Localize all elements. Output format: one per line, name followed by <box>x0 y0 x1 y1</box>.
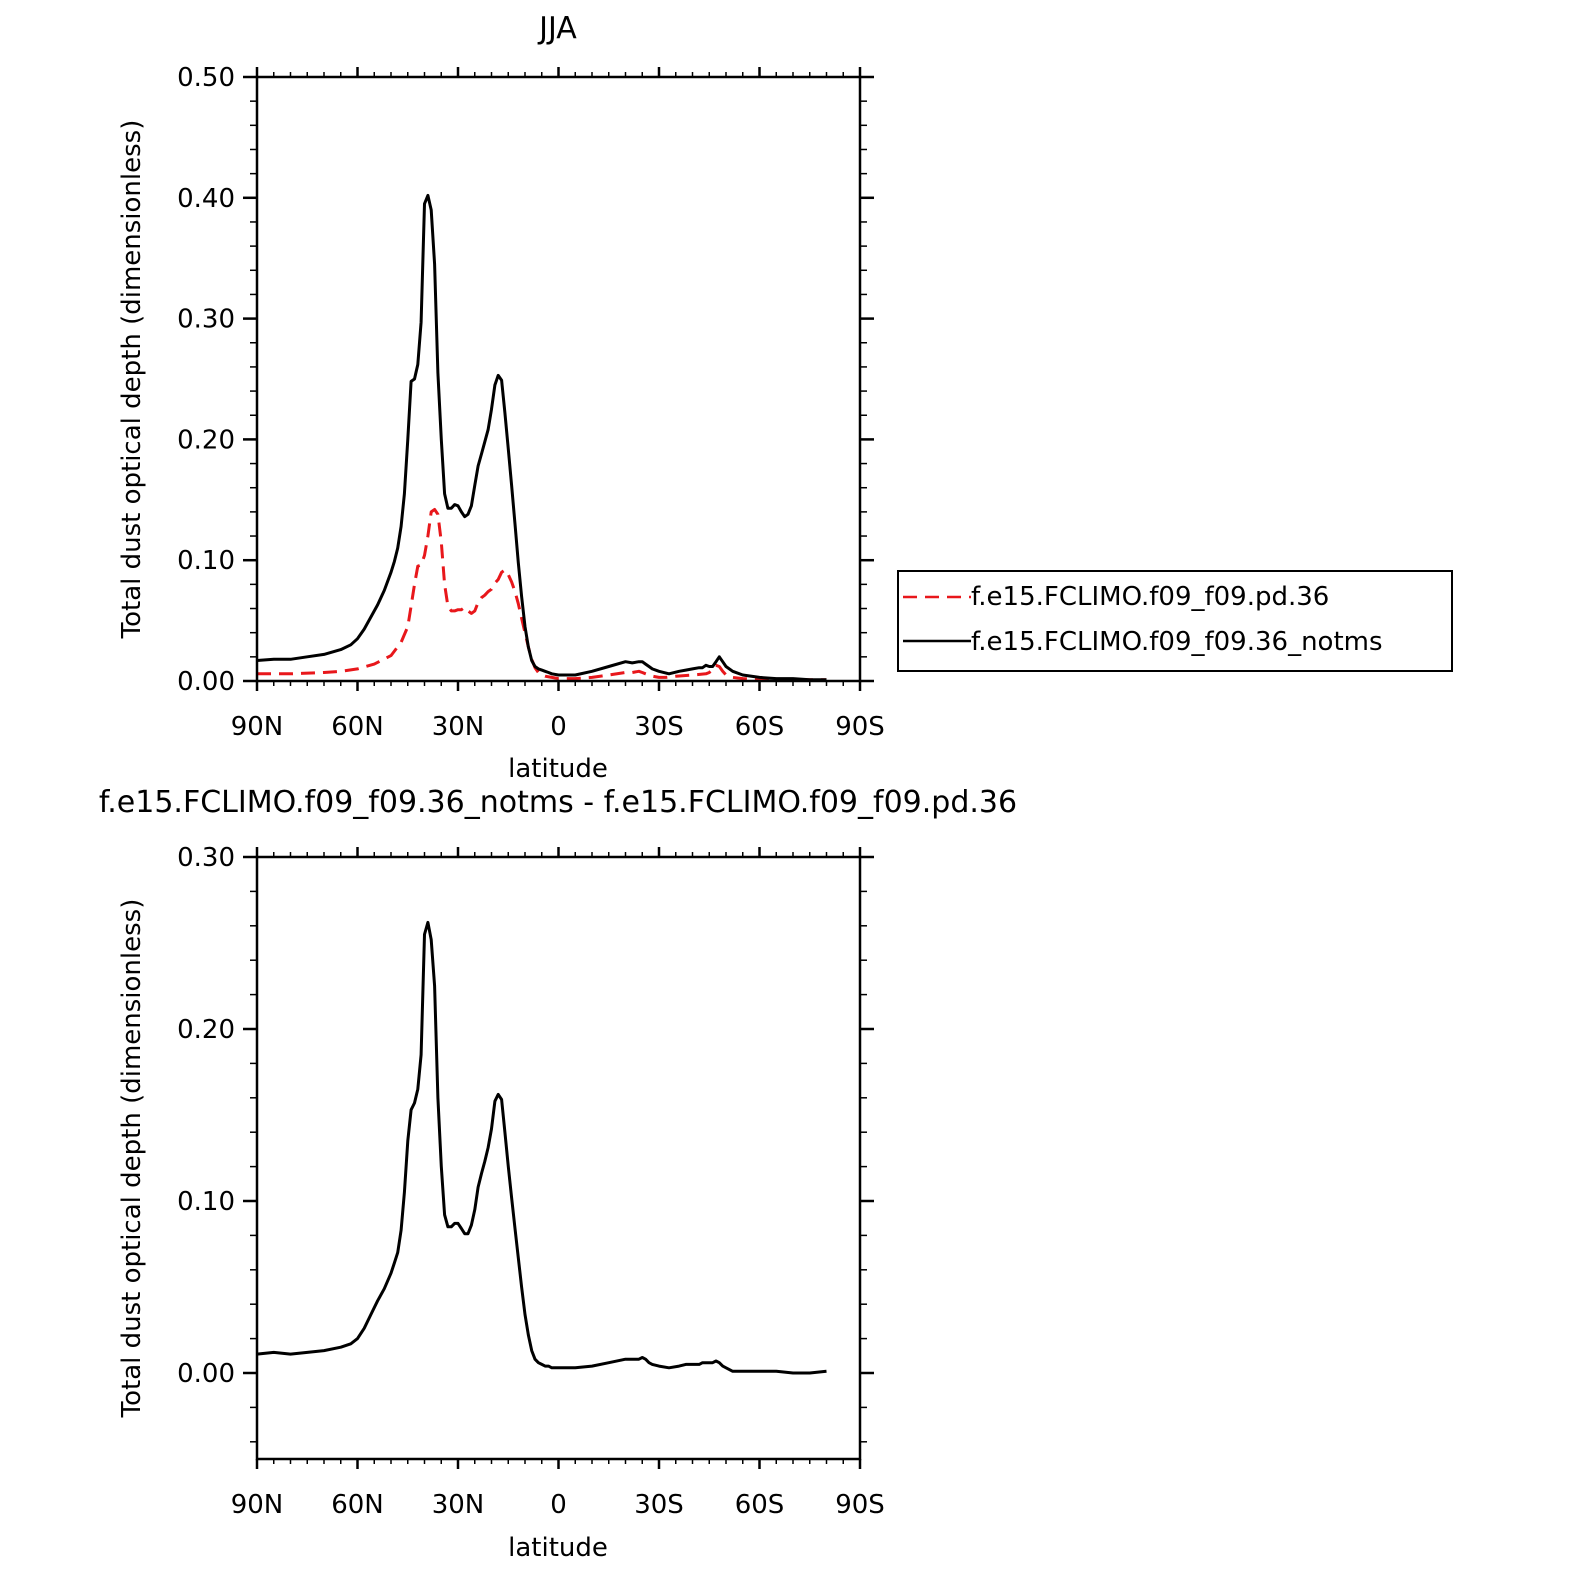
top-y-tick-label: 0.10 <box>177 546 235 576</box>
top-y-tick-label: 0.00 <box>177 667 235 697</box>
bottom-y-tick-label: 0.10 <box>177 1187 235 1217</box>
top-plot-frame <box>255 75 862 683</box>
legend-box <box>897 570 1453 672</box>
top-x-tick-label: 30N <box>432 712 485 742</box>
bottom-x-tick-label: 60S <box>735 1490 785 1520</box>
legend-label-notms: f.e15.FCLIMO.f09_f09.36_notms <box>971 627 1383 657</box>
bottom-x-axis-label: latitude <box>508 1533 608 1563</box>
top-y-tick-label: 0.50 <box>177 63 235 93</box>
top-chart-title: JJA <box>537 11 577 46</box>
bottom-y-tick-label: 0.20 <box>177 1015 235 1045</box>
bottom-x-tick-label: 30S <box>634 1490 684 1520</box>
bottom-x-tick-label: 90S <box>835 1490 885 1520</box>
bottom-axis-ticks: 90N 60N 30N 0 30S 60S 90S 0.00 0.10 0.20 0.30 <box>177 843 885 1520</box>
top-y-tick-label: 0.30 <box>177 305 235 335</box>
top-x-tick-label: 90N <box>231 712 284 742</box>
top-series-line-1 <box>256 193 827 682</box>
top-y-tick-label: 0.20 <box>177 425 235 455</box>
bottom-chart-title: f.e15.FCLIMO.f09_f09.36_notms - f.e15.FC… <box>99 785 1017 820</box>
top-x-axis-label: latitude <box>508 754 608 784</box>
top-series-line-0 <box>257 508 827 682</box>
bottom-panel: f.e15.FCLIMO.f09_f09.36_notms - f.e15.FC… <box>99 785 1017 1563</box>
top-y-tick-label: 0.40 <box>177 184 235 214</box>
legend-label-pd36: f.e15.FCLIMO.f09_f09.pd.36 <box>971 582 1329 612</box>
bottom-series-line-0 <box>256 920 827 1375</box>
bottom-x-tick-label: 60N <box>331 1490 384 1520</box>
top-x-tick-label: 90S <box>835 712 885 742</box>
bottom-y-tick-label: 0.00 <box>177 1359 235 1389</box>
bottom-x-tick-label: 30N <box>432 1490 485 1520</box>
top-plot-area <box>256 193 827 682</box>
top-y-axis-label: Total dust optical depth (dimensionless) <box>117 120 147 640</box>
top-axis-ticks: 90N 60N 30N 0 30S 60S 90S 0.00 0.10 0.20 0.30 0.40 0… <box>177 63 885 742</box>
bottom-x-tick-label: 0 <box>550 1490 567 1520</box>
top-panel: JJA 90N 60N 30N 0 30S 60S 90S 0.00 0.10 0.20 0.30 0… <box>117 11 1453 784</box>
bottom-plot-area <box>256 920 827 1375</box>
top-x-tick-label: 0 <box>550 712 567 742</box>
top-x-tick-label: 60S <box>735 712 785 742</box>
legend: f.e15.FCLIMO.f09_f09.pd.36 f.e15.FCLIMO.… <box>897 570 1453 672</box>
top-x-tick-label: 30S <box>634 712 684 742</box>
bottom-x-tick-label: 90N <box>231 1490 284 1520</box>
top-x-tick-label: 60N <box>331 712 384 742</box>
bottom-y-tick-label: 0.30 <box>177 843 235 873</box>
bottom-y-axis-label: Total dust optical depth (dimensionless) <box>117 899 147 1419</box>
